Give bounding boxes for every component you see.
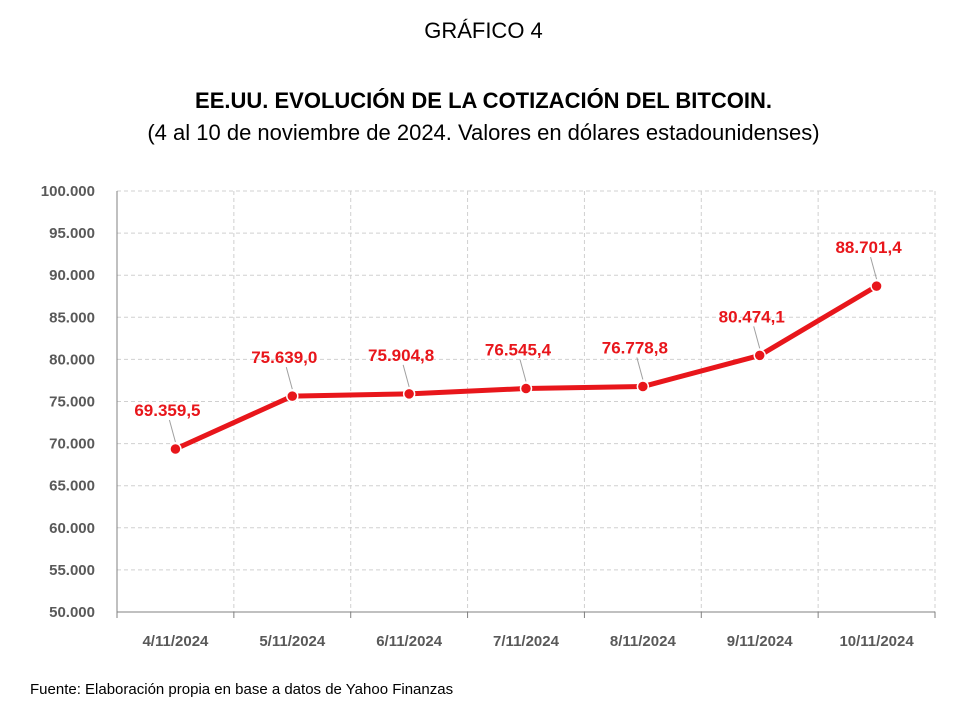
x-tick-label: 5/11/2024 (259, 633, 326, 650)
chart-title: EE.UU. EVOLUCIÓN DE LA COTIZACIÓN DEL BI… (195, 88, 772, 113)
leader-line (519, 359, 527, 382)
x-tick-label: 8/11/2024 (610, 633, 677, 650)
series-bitcoin (169, 279, 883, 456)
data-point (870, 279, 883, 293)
data-label: 75.904,8 (368, 346, 434, 365)
y-tick-label: 65.000 (49, 478, 95, 495)
x-tick-label: 6/11/2024 (376, 633, 443, 650)
data-label: 76.778,8 (602, 339, 668, 358)
x-tick-label: 7/11/2024 (493, 633, 560, 650)
x-tick-label: 10/11/2024 (839, 633, 914, 650)
y-tick-label: 60.000 (49, 520, 95, 537)
data-label: 76.545,4 (485, 340, 552, 359)
axes: 50.000 55.000 60.000 65.000 70.000 75.000 80.0… (41, 183, 936, 650)
data-label: 80.474,1 (719, 307, 785, 326)
gridlines (117, 190, 936, 612)
data-label: 69.359,5 (134, 401, 200, 420)
x-tick-label: 4/11/2024 (142, 633, 209, 650)
source-note: Fuente: Elaboración propia en base a dat… (30, 681, 454, 698)
y-tick-label: 75.000 (49, 394, 95, 411)
y-tick-label: 85.000 (49, 309, 95, 326)
y-tick-label: 100.000 (41, 183, 95, 200)
y-tick-label: 70.000 (49, 436, 95, 453)
leader-line (168, 419, 176, 443)
y-tick-label: 55.000 (49, 562, 95, 579)
data-label: 88.701,4 (835, 238, 902, 257)
data-point (636, 380, 650, 393)
y-tick-label: 95.000 (49, 225, 95, 242)
leader-line (636, 357, 644, 380)
leader-line (285, 366, 293, 390)
chart-subtitle: (4 al 10 de noviembre de 2024. Valores e… (147, 120, 820, 145)
leader-line (402, 364, 410, 388)
data-label: 75.639,0 (251, 348, 317, 367)
leader-line (870, 257, 878, 280)
data-point (169, 442, 182, 456)
chart-supertitle: GRÁFICO 4 (424, 18, 543, 43)
data-point (286, 389, 299, 403)
x-tick-label: 9/11/2024 (727, 633, 794, 650)
y-tick-label: 90.000 (49, 267, 95, 284)
y-tick-label: 80.000 (49, 351, 95, 368)
y-tick-label: 50.000 (49, 604, 95, 621)
data-labels: 69.359,5 75.639,0 75.904,8 76.545,4 76.778,8… (134, 238, 902, 443)
data-point (519, 382, 533, 395)
data-point (753, 349, 766, 362)
data-point (402, 387, 416, 401)
leader-line (753, 326, 761, 349)
